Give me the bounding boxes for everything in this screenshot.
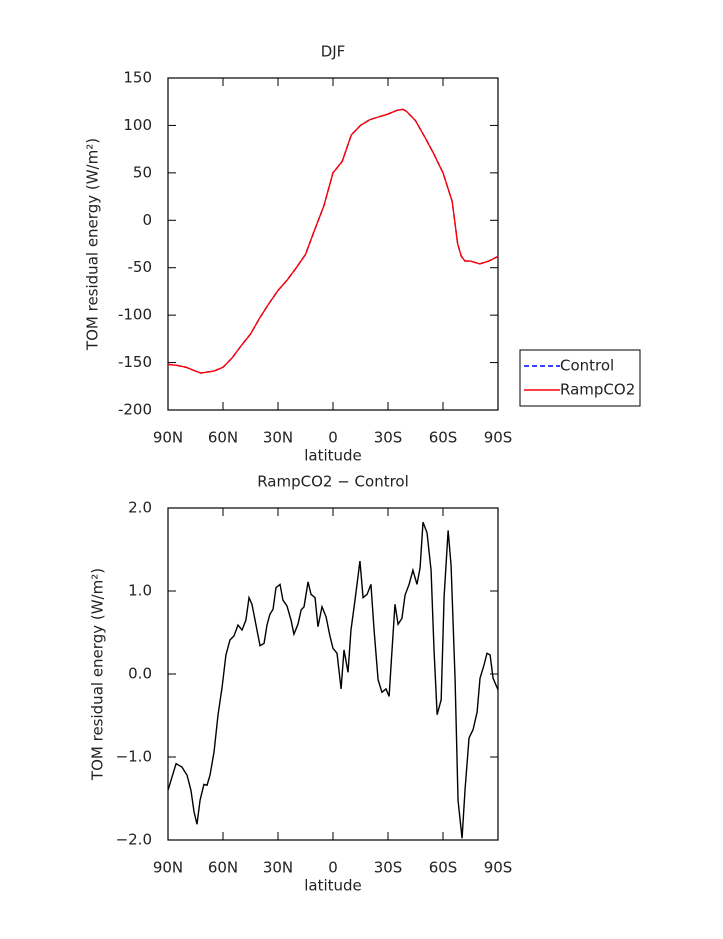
- legend-box: [519, 349, 641, 407]
- x-tick-label: 30S: [374, 429, 403, 447]
- plot-frame: [167, 77, 499, 411]
- y-tick-label: -50: [128, 258, 153, 276]
- x-tick-label: 60N: [208, 429, 238, 447]
- y-axis-label: TOM residual energy (W/m²): [84, 138, 102, 351]
- data-line: [167, 108, 499, 374]
- y-tick-label: 0.0: [128, 665, 152, 683]
- x-tick-label: 0: [328, 859, 338, 877]
- y-tick-label: 100: [123, 116, 152, 134]
- x-tick-label: 60S: [429, 859, 458, 877]
- x-tick-label: 30N: [263, 859, 293, 877]
- legend-label: Control: [560, 357, 614, 375]
- x-tick-label: 90N: [153, 429, 183, 447]
- y-tick-label: 0: [142, 211, 152, 229]
- chart-title: RampCO2 − Control: [257, 473, 409, 491]
- y-tick-label: −1.0: [116, 748, 152, 766]
- y-tick-label: 1.0: [128, 582, 152, 600]
- x-tick-label: 60N: [208, 859, 238, 877]
- y-tick-label: 2.0: [128, 499, 152, 517]
- y-axis-label: TOM residual energy (W/m²): [89, 568, 107, 781]
- x-tick-label: 90S: [484, 429, 513, 447]
- x-tick-label: 0: [328, 429, 338, 447]
- y-tick-label: -100: [118, 306, 152, 324]
- x-axis-label: latitude: [304, 447, 362, 465]
- x-tick-label: 30N: [263, 429, 293, 447]
- x-tick-label: 90S: [484, 859, 513, 877]
- y-tick-label: -200: [118, 401, 152, 419]
- data-line: [167, 521, 499, 839]
- data-line: [167, 108, 499, 374]
- x-axis-label: latitude: [304, 877, 362, 895]
- y-tick-label: 50: [133, 163, 152, 181]
- plot-frame: [167, 507, 499, 841]
- x-tick-label: 60S: [429, 429, 458, 447]
- x-tick-label: 90N: [153, 859, 183, 877]
- x-tick-label: 30S: [374, 859, 403, 877]
- y-tick-label: 150: [123, 69, 152, 87]
- y-tick-label: −2.0: [116, 831, 152, 849]
- y-tick-label: -150: [118, 353, 152, 371]
- legend-label: RampCO2: [560, 381, 635, 399]
- chart-title: DJF: [321, 43, 346, 61]
